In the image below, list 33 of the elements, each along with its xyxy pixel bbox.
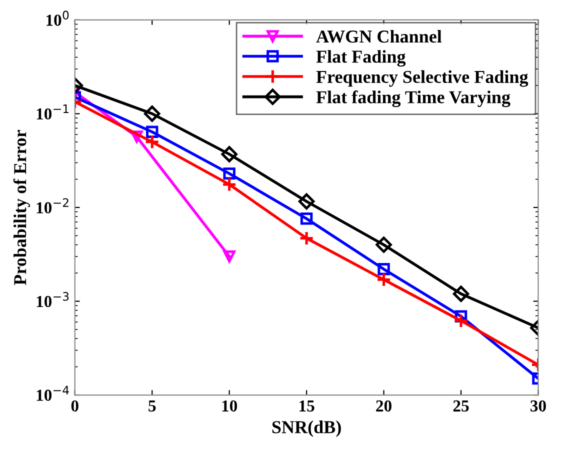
legend-label: Frequency Selective Fading [316,70,528,87]
y-tick-label: 10$^{−2}$ [36,198,68,214]
x-tick-label: 5 [148,400,156,412]
point [222,176,237,192]
y-tick-label: 10$^{−1}$ [36,104,68,120]
point [376,236,392,253]
legend-label: Flat Fading [316,50,406,67]
y-axis-title: Probability of Error [13,130,30,286]
point [221,146,238,162]
point [223,250,236,263]
point [298,193,315,210]
x-tick-label: 10 [222,400,238,412]
point [223,167,236,180]
point [144,106,160,122]
point [452,286,470,302]
y-tick-label: 10$^{0}$ [46,10,69,26]
x-axis-title: SNR(dB) [272,420,341,437]
x-tick-label: 25 [453,400,469,412]
point [300,212,313,225]
x-tick-label: 30 [530,400,546,412]
point [299,230,314,246]
x-tick-label: 15 [300,400,314,412]
x-tick-label: 0 [71,400,78,412]
legend-label: Flat fading Time Varying [316,90,510,108]
x-tick-label: 20 [376,400,392,412]
point [144,134,160,150]
point [146,126,158,138]
point [376,272,392,288]
point [378,263,390,276]
legend-label: AWGN Channel [316,30,442,43]
point [454,313,469,328]
y-tick-label: 10$^{−4}$ [36,386,69,401]
y-tick-label: 10$^{−3}$ [36,292,69,308]
